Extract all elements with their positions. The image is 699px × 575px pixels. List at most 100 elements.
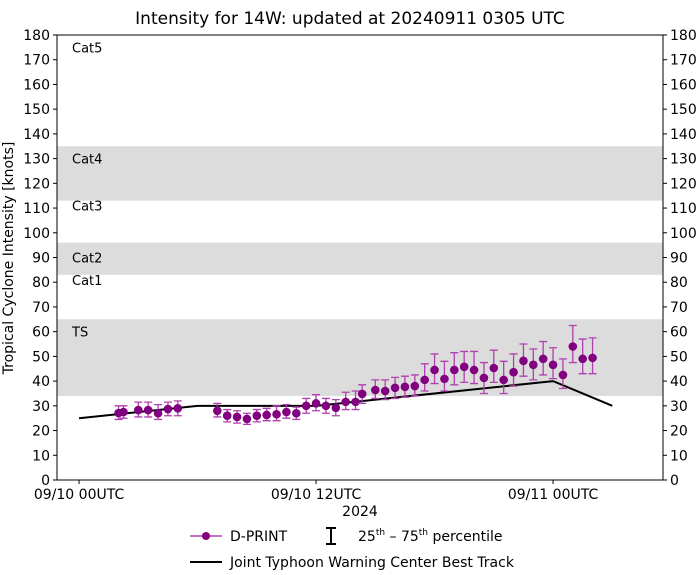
legend: D-PRINT 25th – 75th percentile Joint Typ… [190,527,515,571]
y-tick-label-right: 150 [670,102,697,118]
dprint-point [400,382,410,392]
dprint-point [331,403,341,413]
y-tick-label-left: 110 [23,201,50,217]
y-tick-label-left: 150 [23,102,50,118]
band-label-cat5: Cat5 [72,41,102,56]
dprint-point [499,375,508,385]
y-tick-label-right: 80 [670,275,688,291]
dprint-point [341,397,350,407]
dprint-point [380,386,390,396]
dprint-point [301,401,311,411]
y-tick-label-left: 170 [23,53,50,69]
dprint-point [292,408,301,418]
band-cat2 [57,242,663,275]
y-tick-label-right: 100 [670,226,697,242]
dprint-point [213,406,222,416]
dprint-point [311,399,321,408]
dprint-point [548,360,558,370]
dprint-point [519,356,528,366]
y-tick-label-right: 20 [670,424,688,440]
y-tick-label-left: 80 [32,275,50,291]
dprint-point [232,412,242,422]
dprint-point [509,367,518,377]
legend-percentile-label: 25th – 75th percentile [358,528,502,545]
chart-title: Intensity for 14W: updated at 20240911 0… [135,9,565,29]
y-tick-label-left: 20 [32,424,50,440]
y-tick-label-left: 160 [23,77,50,93]
legend-dprint-label: D-PRINT [230,529,288,545]
dprint-point [459,362,469,372]
dprint-point [558,370,568,380]
dprint-point [153,408,163,418]
y-tick-label-left: 100 [23,226,50,242]
y-tick-label-left: 50 [32,349,50,365]
y-tick-label-right: 120 [670,176,697,192]
band-label-cat3: Cat3 [72,200,102,215]
dprint-point [357,389,367,399]
dprint-point [173,404,183,413]
dprint-point [588,353,597,363]
legend-dprint-marker [202,532,210,540]
dprint-point [242,414,252,424]
band-label-cat2: Cat2 [72,252,102,267]
legend-best-track-label: Joint Typhoon Warning Center Best Track [229,555,515,571]
y-tick-label-right: 130 [670,152,697,168]
dprint-point [272,409,281,419]
dprint-point [119,407,128,417]
dprint-point [440,374,449,384]
y-tick-label-right: 70 [670,300,688,316]
y-tick-label-right: 110 [670,201,697,217]
y-tick-label-right: 40 [670,374,688,390]
y-tick-label-right: 180 [670,28,697,44]
y-tick-label-right: 60 [670,325,688,341]
dprint-point [282,407,291,417]
dprint-point [450,365,459,375]
dprint-point [410,381,420,391]
dprint-point [420,375,429,385]
dprint-point [489,363,499,373]
y-tick-label-right: 0 [670,473,679,489]
dprint-point [390,383,400,393]
dprint-point [469,365,479,375]
dprint-point [321,401,331,411]
y-tick-label-left: 40 [32,374,50,390]
y-tick-label-left: 140 [23,127,50,143]
y-tick-label-left: 10 [32,448,50,464]
y-tick-label-left: 30 [32,399,50,415]
dprint-point [143,405,153,415]
dprint-point [262,410,271,420]
y-tick-label-left: 180 [23,28,50,44]
y-axis-label: Tropical Cyclone Intensity [knots] [1,142,17,376]
y-tick-label-right: 30 [670,399,688,415]
x-tick-label: 09/10 12UTC [271,487,362,503]
band-label-cat1: Cat1 [72,274,102,289]
y-tick-label-right: 140 [670,127,697,143]
dprint-point [371,385,380,395]
dprint-point [134,405,143,415]
y-tick-label-left: 0 [41,473,50,489]
band-cat4 [57,146,663,201]
dprint-point [578,354,587,364]
dprint-point [163,404,173,414]
y-tick-label-right: 170 [670,53,697,69]
y-tick-label-right: 90 [670,251,688,267]
band-label-ts: TS [71,326,88,341]
dprint-point [538,354,548,364]
y-tick-label-left: 70 [32,300,50,316]
dprint-point [430,365,439,375]
dprint-point [479,373,489,383]
dprint-point [568,342,578,351]
y-tick-label-right: 10 [670,448,688,464]
y-tick-label-right: 50 [670,349,688,365]
dprint-point [222,411,232,421]
x-tick-label: 09/11 00UTC [508,487,599,503]
y-tick-label-left: 90 [32,251,50,267]
x-axis-label: 2024 [342,504,378,520]
dprint-point [351,397,360,407]
legend-errorbar-icon [326,527,336,545]
band-ts [57,319,663,396]
x-tick-label: 09/10 00UTC [34,487,125,503]
dprint-point [529,360,538,370]
dprint-point [252,411,262,421]
